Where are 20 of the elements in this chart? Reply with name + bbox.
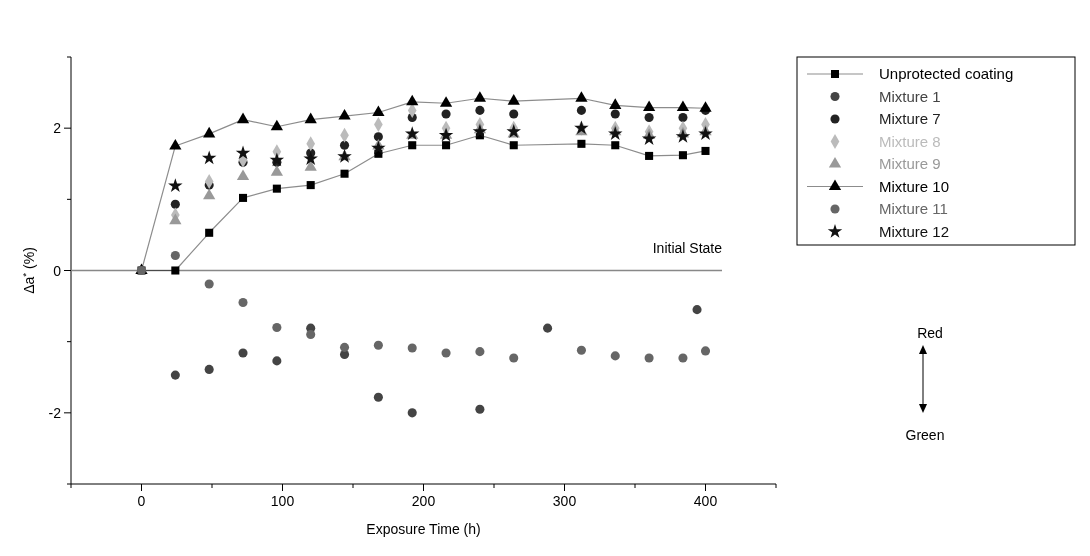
text: Green bbox=[905, 427, 945, 443]
text: Mixture 8 bbox=[879, 132, 941, 150]
text: Mixture 9 bbox=[879, 155, 941, 172]
text: Mixture 12 bbox=[879, 222, 950, 240]
text: Mixture 11 bbox=[879, 200, 948, 217]
text: Red bbox=[917, 325, 943, 341]
x-tick-label: 400 bbox=[693, 493, 718, 509]
x-tick-label: 0 bbox=[137, 493, 146, 509]
x-tick-label: 200 bbox=[411, 493, 436, 509]
y-tick-label: 2 bbox=[53, 120, 62, 137]
legend-label: Unprotected coating bbox=[879, 65, 1014, 82]
ref-line-label: Initial State bbox=[652, 239, 723, 256]
legend-label: Mixture 10 bbox=[879, 177, 950, 195]
x-axis-title: Exposure Time (h) bbox=[366, 521, 481, 537]
y-tick-label: -2 bbox=[48, 404, 62, 421]
x-tick-label: 300 bbox=[552, 493, 577, 509]
text: Mixture 1 bbox=[879, 87, 941, 105]
x-tick-label: 100 bbox=[270, 493, 295, 509]
text: Mixture 7 bbox=[879, 110, 941, 127]
y-tick-label: 0 bbox=[53, 262, 62, 279]
